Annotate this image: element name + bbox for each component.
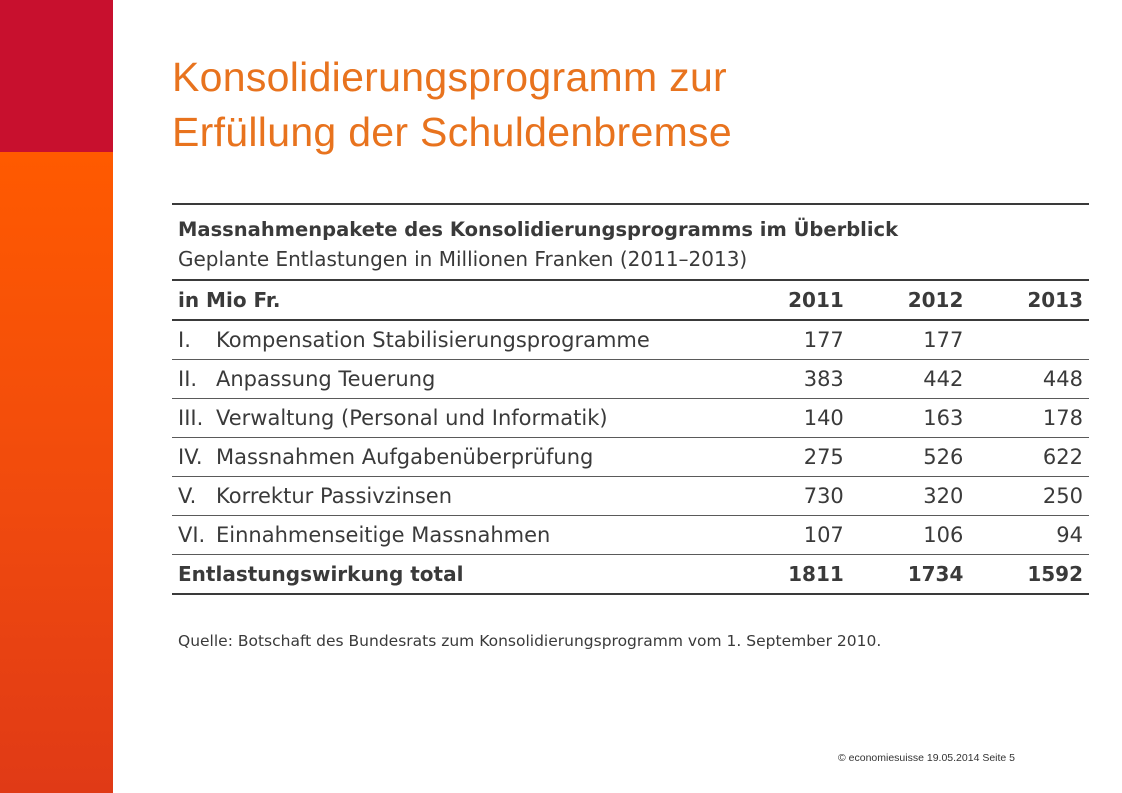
table-subheading: Geplante Entlastungen in Millionen Frank… [178, 247, 748, 271]
table-header-row: in Mio Fr. 2011 2012 2013 [172, 279, 1089, 321]
row-label: Einnahmenseitige Massnahmen [216, 523, 551, 547]
value-2013: 250 [963, 476, 1089, 516]
value-2012: 106 [843, 515, 964, 555]
column-header-2013: 2013 [963, 279, 1089, 321]
row-label-cell: IV. Massnahmen Aufgabenüberprüfung [172, 437, 725, 477]
value-2011: 730 [724, 476, 844, 516]
side-bar-bottom [0, 152, 113, 793]
row-label-cell: VI. Einnahmenseitige Massnahmen [172, 515, 725, 555]
column-header-2011: 2011 [724, 279, 844, 321]
value-2012: 442 [843, 359, 964, 399]
value-2011: 140 [724, 398, 844, 438]
row-label: Kompensation Stabilisierungsprogramme [216, 328, 650, 352]
total-2012: 1734 [843, 554, 964, 595]
measures-table: in Mio Fr. 2011 2012 2013 I. Kompensation… [172, 279, 1089, 595]
row-label-cell: V. Korrektur Passivzinsen [172, 476, 725, 516]
value-2012: 320 [843, 476, 964, 516]
row-label-cell: I. Kompensation Stabilisierungsprogramme [172, 320, 725, 360]
value-2012: 163 [843, 398, 964, 438]
table-heading-block: Massnahmenpakete des Konsolidierungsprog… [172, 218, 1089, 272]
row-label: Verwaltung (Personal und Informatik) [216, 406, 608, 430]
side-bar [0, 0, 113, 793]
row-label-cell: II. Anpassung Teuerung [172, 359, 725, 399]
value-2013: 622 [963, 437, 1089, 477]
value-2013: 178 [963, 398, 1089, 438]
table-row: VI. Einnahmenseitige Massnahmen 107 106 9… [172, 515, 1089, 555]
slide-title-line-2: Erfüllung der Schuldenbremse [172, 109, 732, 155]
row-numeral: III. [178, 406, 204, 430]
row-label: Korrektur Passivzinsen [216, 484, 453, 508]
value-2013: 94 [963, 515, 1089, 555]
value-2011: 107 [724, 515, 844, 555]
value-2012: 526 [843, 437, 964, 477]
row-label: Anpassung Teuerung [216, 367, 436, 391]
total-2013: 1592 [963, 554, 1089, 595]
row-label-cell: III. Verwaltung (Personal und Informatik) [172, 398, 725, 438]
column-header-unit: in Mio Fr. [172, 279, 725, 321]
row-numeral: V. [178, 484, 197, 508]
table-row: I. Kompensation Stabilisierungsprogramme … [172, 320, 1089, 360]
table-figure: Massnahmenpakete des Konsolidierungsprog… [172, 203, 1089, 595]
top-rule [172, 203, 1089, 205]
row-numeral: IV. [178, 445, 203, 469]
table-row: II. Anpassung Teuerung 383 442 448 [172, 359, 1089, 399]
source-note: Quelle: Botschaft des Bundesrats zum Kon… [178, 632, 882, 650]
value-2011: 383 [724, 359, 844, 399]
value-2013: 448 [963, 359, 1089, 399]
table-row: IV. Massnahmen Aufgabenüberprüfung 275 52… [172, 437, 1089, 477]
slide-title: Konsolidierungsprogramm zur Erfüllung de… [172, 50, 1072, 160]
page-footer: © economiesuisse 19.05.2014 Seite 5 [838, 752, 1016, 764]
value-2012: 177 [843, 320, 964, 360]
value-2011: 275 [724, 437, 844, 477]
row-numeral: VI. [178, 523, 206, 547]
total-row: Entlastungswirkung total 1811 1734 1592 [172, 554, 1089, 595]
table-row: III. Verwaltung (Personal und Informatik)… [172, 398, 1089, 438]
table-row: V. Korrektur Passivzinsen 730 320 250 [172, 476, 1089, 516]
slide-title-line-1: Konsolidierungsprogramm zur [172, 54, 728, 100]
row-numeral: II. [178, 367, 198, 391]
table-heading: Massnahmenpakete des Konsolidierungsprog… [178, 218, 899, 241]
side-bar-top [0, 0, 113, 152]
row-numeral: I. [178, 328, 191, 352]
column-header-2012: 2012 [843, 279, 964, 321]
total-label: Entlastungswirkung total [172, 554, 725, 595]
total-2011: 1811 [724, 554, 844, 595]
row-label: Massnahmen Aufgabenüberprüfung [216, 445, 594, 469]
value-2011: 177 [724, 320, 844, 360]
value-2013 [963, 320, 1089, 360]
